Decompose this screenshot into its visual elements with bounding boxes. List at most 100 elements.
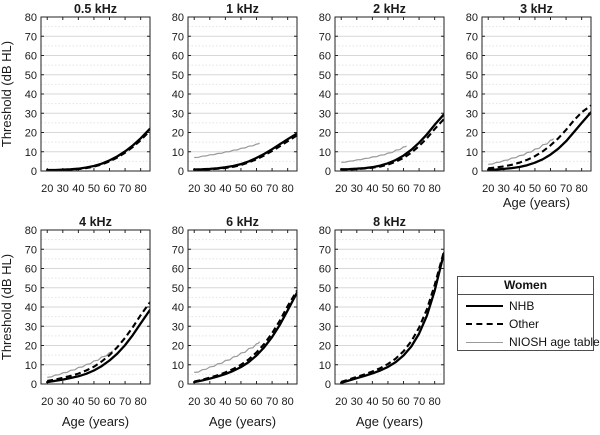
- y-tick-label: 70: [172, 244, 184, 256]
- x-tick-label: 70: [413, 183, 425, 195]
- y-tick-label: 60: [25, 51, 37, 63]
- y-tick-label: 0: [31, 379, 37, 391]
- y-tick-label: 70: [319, 244, 331, 256]
- x-axis-label: Age (years): [503, 195, 570, 210]
- y-tick-label: 70: [466, 31, 478, 43]
- x-tick-label: 20: [482, 183, 494, 195]
- legend-label-other: Other: [509, 317, 540, 331]
- x-tick-label: 80: [282, 183, 294, 195]
- subplot-title: 4 kHz: [79, 215, 112, 229]
- curve-niosh-age-table: [488, 138, 554, 165]
- legend-label-nhb: NHB: [509, 299, 535, 313]
- y-tick-label: 80: [466, 12, 478, 24]
- axes-frame: [40, 16, 151, 172]
- x-tick-label: 70: [266, 396, 278, 408]
- x-tick-label: 20: [335, 183, 347, 195]
- y-tick-label: 0: [325, 166, 331, 178]
- x-axis-label: Age (years): [62, 414, 129, 429]
- x-tick-label: 70: [119, 396, 131, 408]
- y-tick-label: 30: [319, 108, 331, 120]
- x-tick-label: 60: [397, 396, 409, 408]
- y-axis-label: Threshold (dB HL): [0, 254, 14, 360]
- y-tick-label: 20: [319, 128, 331, 140]
- axes-frame: [334, 229, 445, 385]
- x-tick-label: 30: [351, 183, 363, 195]
- y-tick-label: 80: [172, 225, 184, 237]
- axes-frame: [187, 229, 298, 385]
- legend-row-niosh: NIOSH age table: [466, 333, 600, 351]
- curve-nhb: [193, 291, 297, 384]
- y-tick-label: 80: [319, 225, 331, 237]
- x-tick-label: 30: [351, 396, 363, 408]
- x-tick-label: 30: [204, 183, 216, 195]
- y-tick-label: 10: [25, 147, 37, 159]
- x-tick-label: 40: [219, 396, 231, 408]
- subplot-title: 8 kHz: [373, 215, 406, 229]
- x-tick-label: 50: [382, 183, 394, 195]
- y-tick-label: 80: [25, 12, 37, 24]
- subplot-title: 1 kHz: [226, 2, 259, 16]
- subplot-title: 6 kHz: [226, 215, 259, 229]
- legend: Women NHB Other NIOSH age table: [457, 276, 600, 351]
- y-tick-label: 60: [25, 264, 37, 276]
- x-tick-label: 30: [204, 396, 216, 408]
- y-tick-label: 50: [25, 283, 37, 295]
- y-tick-label: 60: [319, 264, 331, 276]
- x-tick-label: 70: [119, 183, 131, 195]
- y-tick-label: 30: [172, 321, 184, 333]
- curve-niosh-age-table: [341, 145, 407, 163]
- curves-group: [487, 104, 591, 171]
- curve-other: [47, 129, 150, 171]
- y-tick-label: 40: [25, 89, 37, 101]
- x-tick-label: 60: [544, 183, 556, 195]
- y-tick-label: 50: [172, 70, 184, 82]
- y-tick-label: 10: [319, 147, 331, 159]
- y-tick-label: 80: [319, 12, 331, 24]
- curves-group: [46, 301, 150, 384]
- y-tick-label: 20: [25, 128, 37, 140]
- x-tick-label: 60: [397, 183, 409, 195]
- x-tick-label: 20: [188, 183, 200, 195]
- y-tick-label: 30: [319, 321, 331, 333]
- legend-entries: NHB Other NIOSH age table: [458, 295, 600, 351]
- x-tick-label: 80: [576, 183, 588, 195]
- niosh-line-sample: [466, 341, 503, 343]
- y-tick-label: 70: [172, 31, 184, 43]
- x-tick-label: 30: [57, 183, 69, 195]
- x-tick-label: 50: [88, 396, 100, 408]
- x-tick-label: 40: [513, 183, 525, 195]
- legend-title: Women: [458, 277, 593, 295]
- x-tick-label: 50: [235, 183, 247, 195]
- nhb-line-sample: [466, 305, 503, 307]
- y-tick-label: 10: [25, 360, 37, 372]
- axes-frame: [481, 16, 592, 172]
- x-tick-label: 70: [560, 183, 572, 195]
- x-tick-label: 80: [135, 183, 147, 195]
- y-tick-label: 60: [319, 51, 331, 63]
- y-tick-label: 20: [466, 128, 478, 140]
- subplot-title: 3 kHz: [520, 2, 553, 16]
- y-tick-label: 10: [172, 360, 184, 372]
- x-tick-label: 80: [429, 183, 441, 195]
- y-tick-label: 0: [31, 166, 37, 178]
- x-tick-label: 70: [266, 183, 278, 195]
- subplot-title: 2 kHz: [373, 2, 406, 16]
- y-tick-label: 50: [25, 70, 37, 82]
- y-tick-label: 50: [172, 283, 184, 295]
- y-tick-label: 60: [172, 264, 184, 276]
- curves-group: [340, 250, 444, 384]
- y-tick-label: 20: [25, 341, 37, 353]
- curves-group: [340, 113, 444, 171]
- x-axis-label: Age (years): [209, 414, 276, 429]
- curve-other: [193, 290, 297, 383]
- curve-other: [488, 104, 591, 170]
- x-tick-label: 40: [72, 396, 84, 408]
- y-tick-label: 30: [172, 108, 184, 120]
- x-tick-label: 60: [103, 396, 115, 408]
